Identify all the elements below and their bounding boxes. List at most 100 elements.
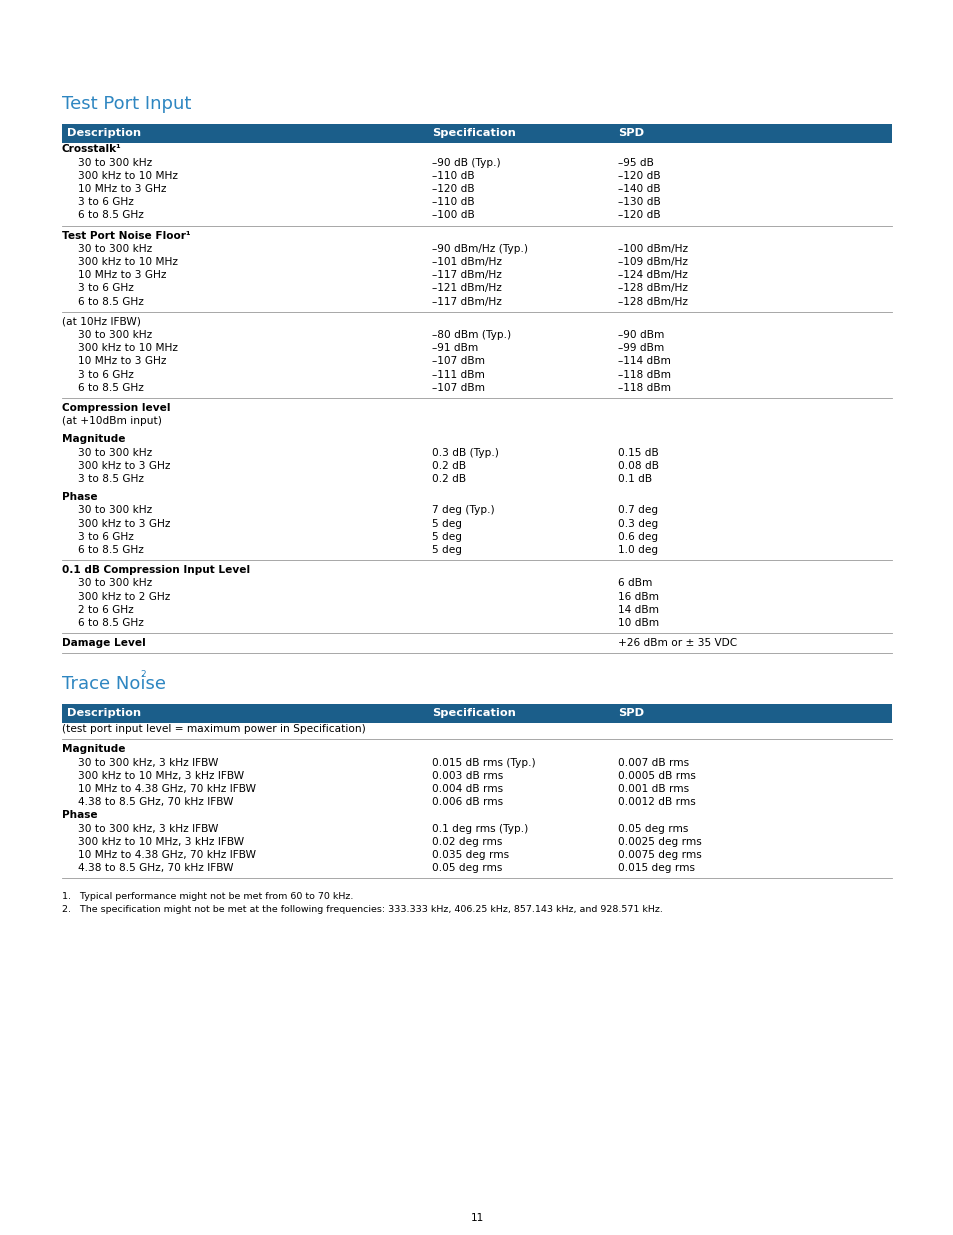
Text: 0.004 dB rms: 0.004 dB rms	[432, 784, 502, 794]
Text: 6 dBm: 6 dBm	[618, 578, 652, 588]
Text: –128 dBm/Hz: –128 dBm/Hz	[618, 296, 687, 306]
Text: Phase: Phase	[62, 810, 97, 820]
Text: 10 MHz to 4.38 GHz, 70 kHz IFBW: 10 MHz to 4.38 GHz, 70 kHz IFBW	[78, 784, 255, 794]
Text: 30 to 300 kHz: 30 to 300 kHz	[78, 330, 152, 340]
Text: –120 dB: –120 dB	[618, 170, 659, 180]
Text: 300 kHz to 10 MHz: 300 kHz to 10 MHz	[78, 343, 178, 353]
Text: Crosstalk¹: Crosstalk¹	[62, 144, 122, 154]
Text: 300 kHz to 10 MHz: 300 kHz to 10 MHz	[78, 257, 178, 267]
Text: Magnitude: Magnitude	[62, 435, 126, 445]
Text: –120 dB: –120 dB	[432, 184, 475, 194]
Text: 0.05 deg rms: 0.05 deg rms	[618, 824, 688, 834]
Text: 3 to 6 GHz: 3 to 6 GHz	[78, 198, 133, 207]
Bar	[62, 124, 891, 143]
Text: Specification: Specification	[432, 128, 516, 138]
Text: 3 to 6 GHz: 3 to 6 GHz	[78, 283, 133, 294]
Text: 300 kHz to 3 GHz: 300 kHz to 3 GHz	[78, 519, 171, 529]
Text: –124 dBm/Hz: –124 dBm/Hz	[618, 270, 687, 280]
Text: 0.0005 dB rms: 0.0005 dB rms	[618, 771, 695, 781]
Text: Damage Level: Damage Level	[62, 638, 146, 648]
Text: 30 to 300 kHz: 30 to 300 kHz	[78, 243, 152, 254]
Text: –117 dBm/Hz: –117 dBm/Hz	[432, 296, 501, 306]
Text: 0.0025 deg rms: 0.0025 deg rms	[618, 837, 701, 847]
Text: –118 dBm: –118 dBm	[618, 383, 670, 393]
Text: 5 deg: 5 deg	[432, 519, 461, 529]
Text: –121 dBm/Hz: –121 dBm/Hz	[432, 283, 501, 294]
Text: 0.6 deg: 0.6 deg	[618, 532, 658, 542]
Text: 14 dBm: 14 dBm	[618, 605, 659, 615]
Text: –101 dBm/Hz: –101 dBm/Hz	[432, 257, 501, 267]
Text: 0.15 dB: 0.15 dB	[618, 447, 659, 458]
Text: Phase: Phase	[62, 493, 97, 503]
Text: –110 dB: –110 dB	[432, 198, 475, 207]
Text: 10 dBm: 10 dBm	[618, 618, 659, 629]
Text: –91 dBm: –91 dBm	[432, 343, 477, 353]
Text: 7 deg (Typ.): 7 deg (Typ.)	[432, 505, 494, 515]
Text: 3 to 8.5 GHz: 3 to 8.5 GHz	[78, 474, 144, 484]
Text: 2 to 6 GHz: 2 to 6 GHz	[78, 605, 133, 615]
Text: 6 to 8.5 GHz: 6 to 8.5 GHz	[78, 545, 144, 555]
Text: 30 to 300 kHz, 3 kHz IFBW: 30 to 300 kHz, 3 kHz IFBW	[78, 824, 218, 834]
Text: –111 dBm: –111 dBm	[432, 369, 484, 379]
Text: 2.   The specification might not be met at the following frequencies: 333.333 kH: 2. The specification might not be met at…	[62, 905, 662, 914]
Text: Description: Description	[67, 708, 141, 718]
Text: 11: 11	[470, 1213, 483, 1223]
Text: –80 dBm (Typ.): –80 dBm (Typ.)	[432, 330, 511, 340]
Text: –107 dBm: –107 dBm	[432, 357, 484, 367]
Text: Description: Description	[67, 128, 141, 138]
Text: 30 to 300 kHz, 3 kHz IFBW: 30 to 300 kHz, 3 kHz IFBW	[78, 757, 218, 768]
Text: –90 dBm: –90 dBm	[618, 330, 663, 340]
Text: 10 MHz to 3 GHz: 10 MHz to 3 GHz	[78, 357, 167, 367]
Text: –110 dB: –110 dB	[432, 170, 475, 180]
Text: 3 to 6 GHz: 3 to 6 GHz	[78, 532, 133, 542]
Text: –107 dBm: –107 dBm	[432, 383, 484, 393]
Text: 30 to 300 kHz: 30 to 300 kHz	[78, 158, 152, 168]
Text: Specification: Specification	[432, 708, 516, 718]
Text: Compression level: Compression level	[62, 403, 171, 412]
Text: 1.0 deg: 1.0 deg	[618, 545, 658, 555]
Text: 0.2 dB: 0.2 dB	[432, 474, 466, 484]
Text: –120 dB: –120 dB	[618, 210, 659, 220]
Text: 0.7 deg: 0.7 deg	[618, 505, 658, 515]
Text: –130 dB: –130 dB	[618, 198, 660, 207]
Text: 0.006 dB rms: 0.006 dB rms	[432, 798, 502, 808]
Text: –117 dBm/Hz: –117 dBm/Hz	[432, 270, 501, 280]
Bar	[62, 704, 891, 722]
Text: 6 to 8.5 GHz: 6 to 8.5 GHz	[78, 618, 144, 629]
Text: 0.0075 deg rms: 0.0075 deg rms	[618, 850, 701, 860]
Text: –109 dBm/Hz: –109 dBm/Hz	[618, 257, 687, 267]
Text: –128 dBm/Hz: –128 dBm/Hz	[618, 283, 687, 294]
Text: –140 dB: –140 dB	[618, 184, 659, 194]
Text: –90 dB (Typ.): –90 dB (Typ.)	[432, 158, 500, 168]
Text: 10 MHz to 3 GHz: 10 MHz to 3 GHz	[78, 184, 167, 194]
Text: Test Port Input: Test Port Input	[62, 95, 192, 112]
Text: 2: 2	[140, 669, 146, 679]
Text: 0.035 deg rms: 0.035 deg rms	[432, 850, 509, 860]
Text: –95 dB: –95 dB	[618, 158, 653, 168]
Text: 0.001 dB rms: 0.001 dB rms	[618, 784, 688, 794]
Text: –118 dBm: –118 dBm	[618, 369, 670, 379]
Text: 0.2 dB: 0.2 dB	[432, 461, 466, 471]
Text: Magnitude: Magnitude	[62, 745, 126, 755]
Text: 30 to 300 kHz: 30 to 300 kHz	[78, 447, 152, 458]
Text: 0.3 dB (Typ.): 0.3 dB (Typ.)	[432, 447, 498, 458]
Text: 6 to 8.5 GHz: 6 to 8.5 GHz	[78, 296, 144, 306]
Text: 300 kHz to 10 MHz, 3 kHz IFBW: 300 kHz to 10 MHz, 3 kHz IFBW	[78, 837, 244, 847]
Text: 10 MHz to 3 GHz: 10 MHz to 3 GHz	[78, 270, 167, 280]
Text: 300 kHz to 2 GHz: 300 kHz to 2 GHz	[78, 592, 171, 601]
Text: (test port input level = maximum power in Specification): (test port input level = maximum power i…	[62, 724, 365, 734]
Text: 5 deg: 5 deg	[432, 532, 461, 542]
Text: 0.08 dB: 0.08 dB	[618, 461, 659, 471]
Text: 16 dBm: 16 dBm	[618, 592, 659, 601]
Text: 0.015 dB rms (Typ.): 0.015 dB rms (Typ.)	[432, 757, 535, 768]
Text: 4.38 to 8.5 GHz, 70 kHz IFBW: 4.38 to 8.5 GHz, 70 kHz IFBW	[78, 863, 233, 873]
Text: 0.003 dB rms: 0.003 dB rms	[432, 771, 503, 781]
Text: (at +10dBm input): (at +10dBm input)	[62, 416, 162, 426]
Text: 4.38 to 8.5 GHz, 70 kHz IFBW: 4.38 to 8.5 GHz, 70 kHz IFBW	[78, 798, 233, 808]
Text: 300 kHz to 3 GHz: 300 kHz to 3 GHz	[78, 461, 171, 471]
Text: 0.1 dB: 0.1 dB	[618, 474, 652, 484]
Text: 300 kHz to 10 MHz: 300 kHz to 10 MHz	[78, 170, 178, 180]
Text: Test Port Noise Floor¹: Test Port Noise Floor¹	[62, 231, 191, 241]
Text: 30 to 300 kHz: 30 to 300 kHz	[78, 578, 152, 588]
Text: 0.3 deg: 0.3 deg	[618, 519, 658, 529]
